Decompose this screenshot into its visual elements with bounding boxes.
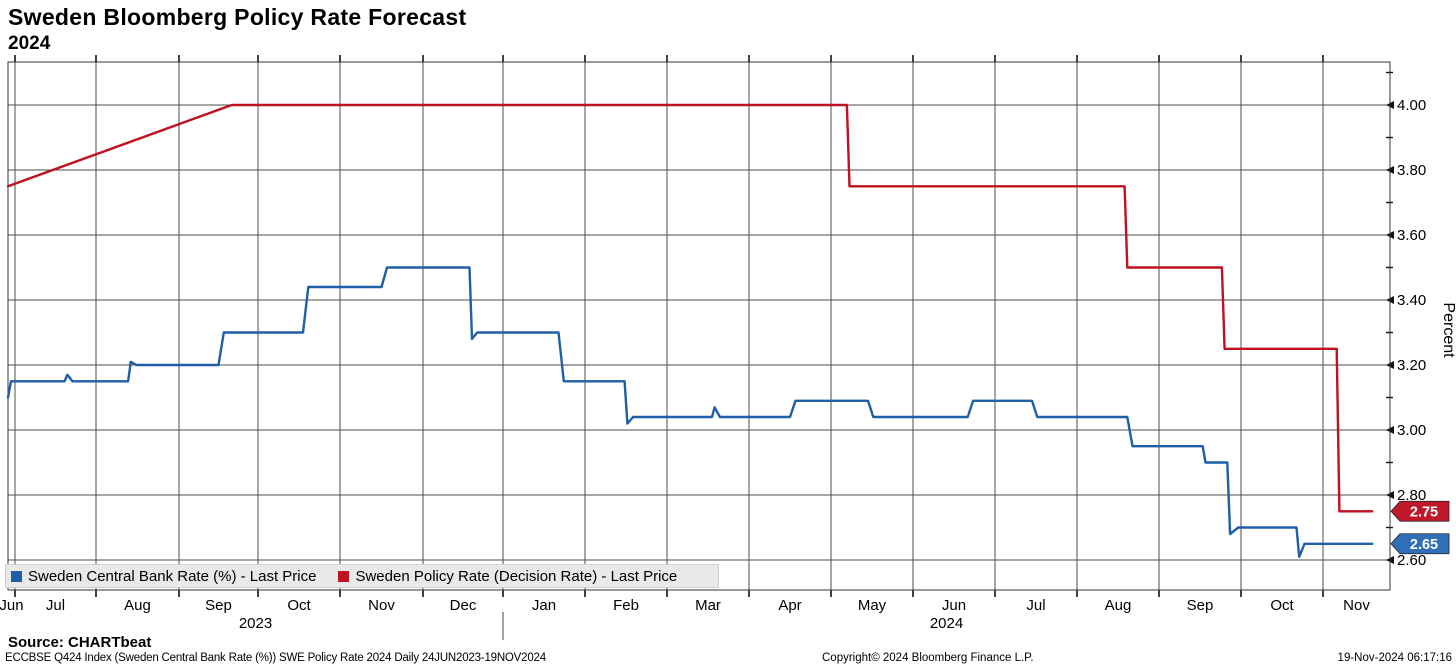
legend-swatch-blue bbox=[11, 570, 22, 582]
month-label: May bbox=[858, 597, 887, 614]
month-label: Oct bbox=[287, 597, 311, 614]
month-label: Mar bbox=[695, 597, 721, 614]
legend-item-central-bank-rate: Sweden Central Bank Rate (%) - Last Pric… bbox=[11, 568, 316, 585]
y-axis-label: 3.40 bbox=[1397, 292, 1426, 309]
month-label: Aug bbox=[1105, 597, 1132, 614]
month-label: Jul bbox=[1026, 597, 1045, 614]
month-label: Sep bbox=[205, 597, 232, 614]
last-price-value: 2.75 bbox=[1410, 504, 1438, 520]
source-label: Source: CHARTbeat bbox=[8, 634, 152, 651]
y-axis-label: 3.60 bbox=[1397, 227, 1426, 244]
y-axis-label: 4.00 bbox=[1397, 97, 1426, 114]
central-bank-rate-line bbox=[6, 266, 1374, 558]
chart-subtitle: 2024 bbox=[8, 33, 51, 54]
year-label: 2023 bbox=[239, 615, 272, 632]
month-label: Feb bbox=[613, 597, 639, 614]
y-axis-label: 2.60 bbox=[1397, 552, 1426, 569]
last-price-value: 2.65 bbox=[1410, 537, 1438, 553]
legend-label: Sweden Central Bank Rate (%) - Last Pric… bbox=[28, 567, 317, 585]
month-label: Apr bbox=[778, 597, 801, 614]
month-label: Sep bbox=[1187, 597, 1214, 614]
y-axis-label: 3.20 bbox=[1397, 357, 1426, 374]
y-axis-label: 3.80 bbox=[1397, 162, 1426, 179]
month-label: Dec bbox=[450, 597, 477, 614]
copyright-notice: Copyright© 2024 Bloomberg Finance L.P. bbox=[822, 652, 1034, 664]
legend-item-policy-rate: Sweden Policy Rate (Decision Rate) - Las… bbox=[338, 568, 677, 585]
y-axis-label: 2.80 bbox=[1397, 487, 1426, 504]
month-label: Jul bbox=[46, 597, 65, 614]
month-label: Jan bbox=[532, 597, 556, 614]
index-description: ECCBSE Q424 Index (Sweden Central Bank R… bbox=[5, 652, 546, 664]
month-label: Jun bbox=[942, 597, 966, 614]
legend-label: Sweden Policy Rate (Decision Rate) - Las… bbox=[355, 567, 678, 585]
chart-legend: Sweden Central Bank Rate (%) - Last Pric… bbox=[5, 564, 719, 588]
y-axis-label: 3.00 bbox=[1397, 422, 1426, 439]
policy-rate-line bbox=[6, 103, 1374, 513]
legend-swatch-red bbox=[338, 570, 350, 582]
month-label: Aug bbox=[124, 597, 151, 614]
y-axis-title: Percent bbox=[1440, 302, 1456, 358]
month-label: Oct bbox=[1270, 597, 1294, 614]
last-price-badge bbox=[1390, 500, 1450, 522]
month-label: Jun bbox=[0, 597, 24, 614]
year-label: 2024 bbox=[930, 615, 963, 632]
month-label: Nov bbox=[1343, 597, 1370, 614]
plot-frame bbox=[7, 61, 1391, 591]
chart-title: Sweden Bloomberg Policy Rate Forecast bbox=[8, 4, 467, 30]
render-timestamp: 19-Nov-2024 06:17:16 bbox=[1337, 652, 1452, 664]
month-label: Nov bbox=[368, 597, 395, 614]
last-price-badge bbox=[1390, 533, 1450, 555]
